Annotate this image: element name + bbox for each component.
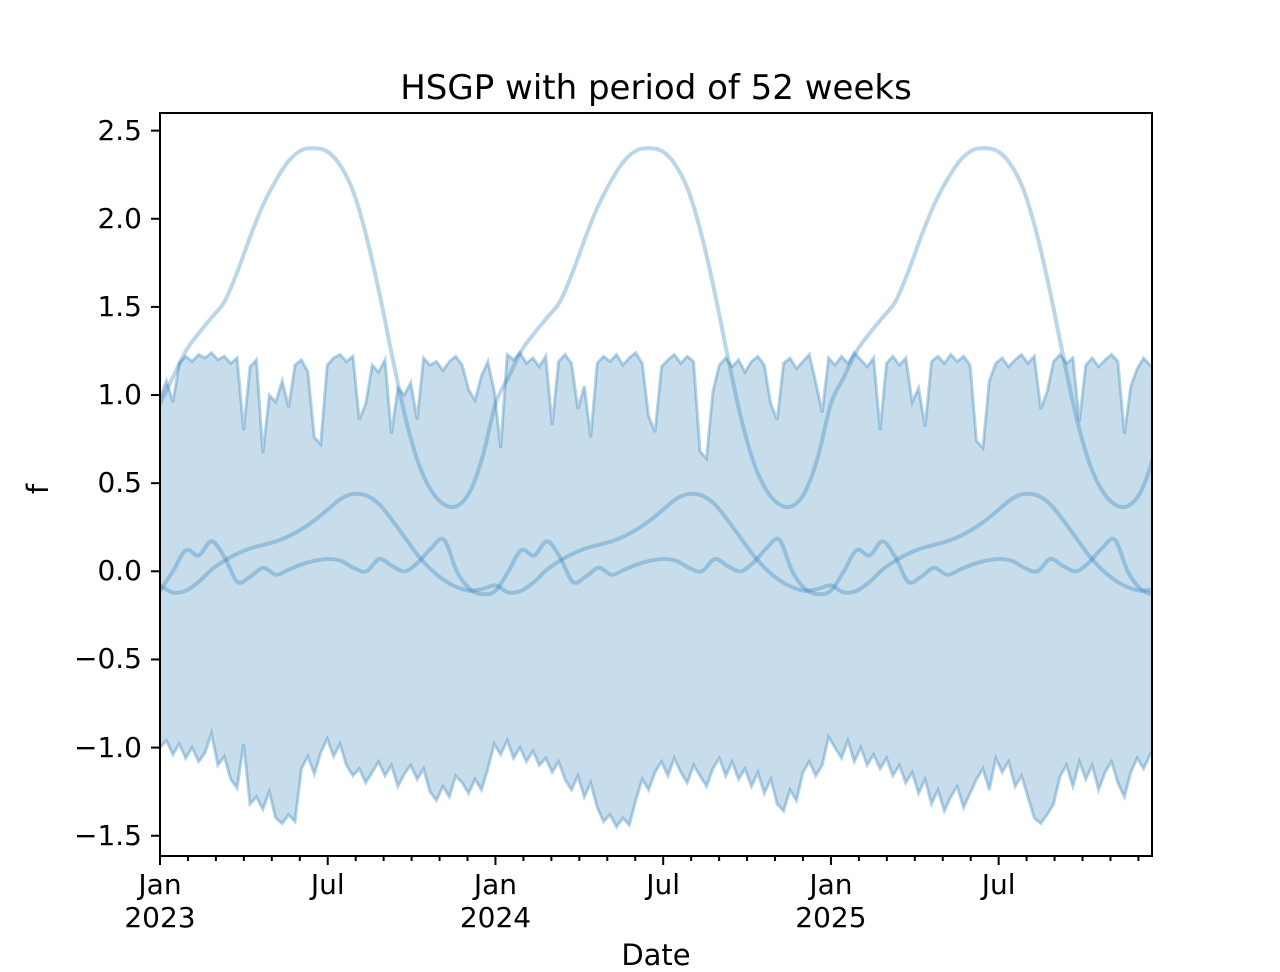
band-upper-edge (160, 350, 1152, 463)
axes-spines (159, 112, 1153, 857)
x-tick-label: Jan 2024 (459, 868, 532, 934)
sample-large (160, 146, 1152, 510)
y-tick-label: −1.0 (74, 730, 142, 764)
band-lower-edge (160, 727, 1152, 830)
x-tick-label: Jul (981, 868, 1016, 901)
tick-marks (151, 129, 1140, 865)
y-tick-label: 2.5 (97, 113, 142, 147)
y-tick-label: 1.0 (97, 378, 142, 412)
y-tick-label: 0.5 (97, 466, 142, 500)
plot-content (160, 146, 1152, 830)
y-tick-label: −0.5 (74, 642, 142, 676)
y-tick-label: 1.5 (97, 289, 142, 323)
x-tick-label: Jul (310, 868, 345, 901)
y-tick-label: −1.5 (74, 818, 142, 852)
x-tick-label: Jan 2023 (124, 868, 196, 934)
y-tick-label: 0.0 (97, 554, 142, 588)
sample-medium (160, 491, 1152, 595)
sample-wiggly (160, 536, 1152, 597)
x-tick-label: Jan 2025 (795, 868, 867, 934)
credible-band (160, 352, 1152, 827)
x-axis-label: Date (621, 938, 691, 972)
x-tick-label: Jul (646, 868, 681, 901)
y-tick-label: 2.0 (97, 201, 142, 235)
chart-title: HSGP with period of 52 weeks (400, 68, 912, 108)
